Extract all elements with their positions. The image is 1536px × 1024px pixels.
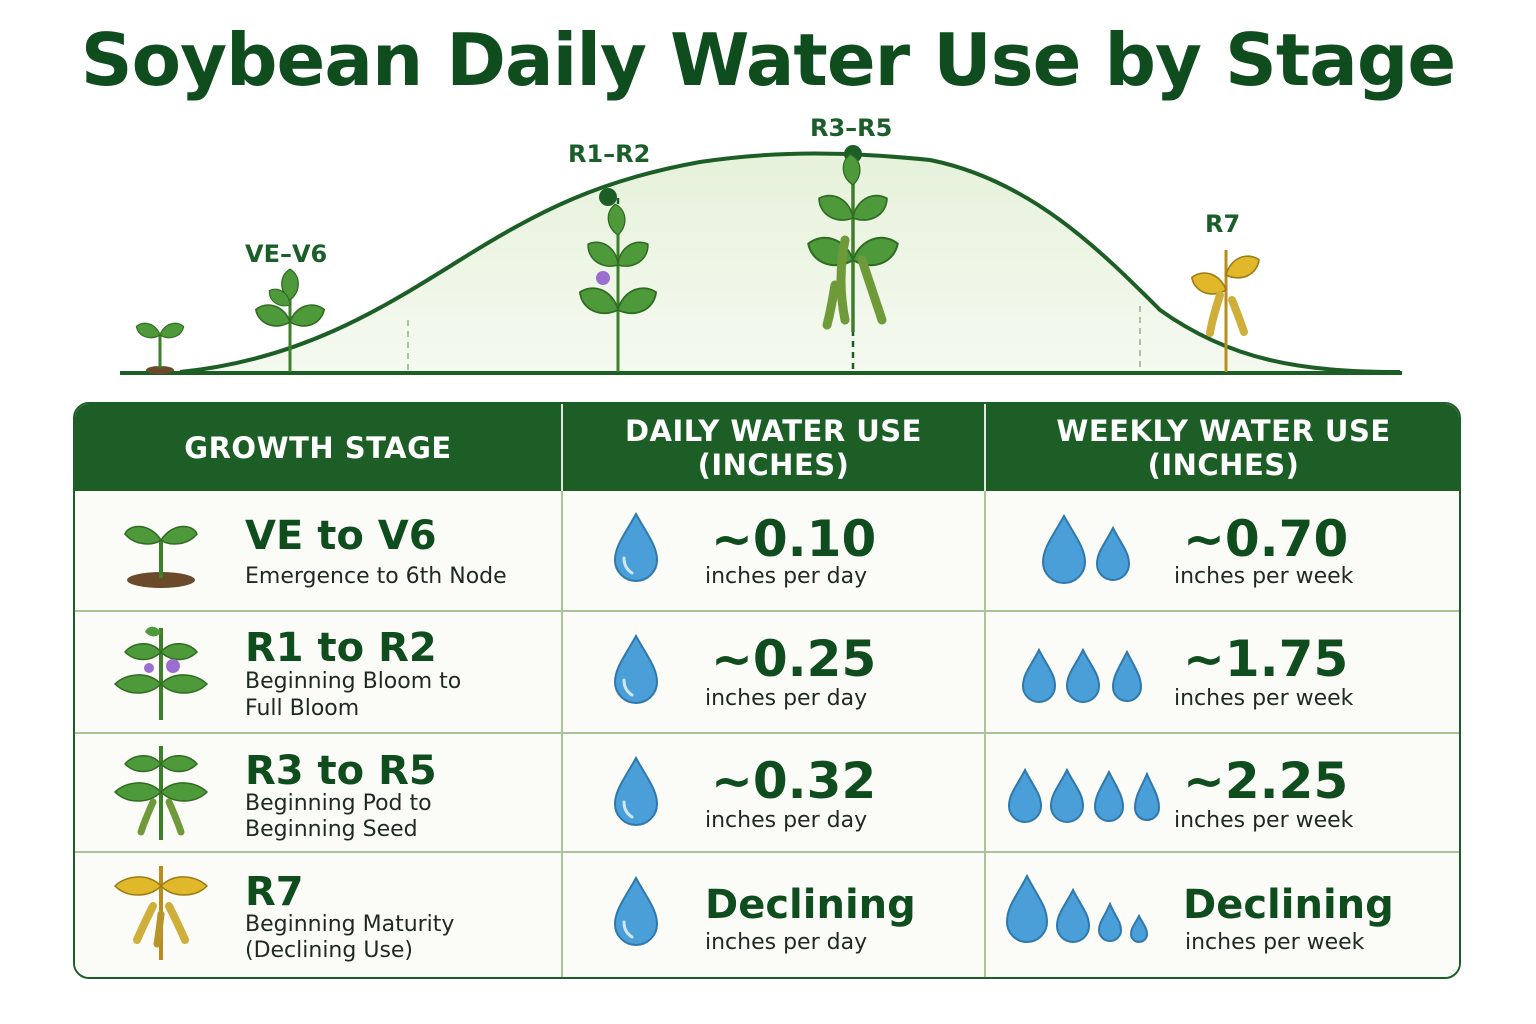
stage-description: Full Bloom: [245, 696, 360, 721]
weekly-unit: inches per week: [1174, 808, 1354, 833]
r1-r2-plant-icon: [574, 202, 662, 372]
table-row: [75, 612, 1459, 734]
r7-plant-icon: [1187, 250, 1264, 372]
weekly-unit: inches per week: [1174, 564, 1354, 589]
water-drop-icon: [613, 876, 659, 946]
daily-value: ~0.10: [711, 510, 877, 568]
table-row: [75, 491, 1459, 612]
water-use-table: GROWTH STAGE DAILY WATER USE (INCHES) WE…: [73, 402, 1461, 979]
curve-label-r7: R7: [1205, 210, 1240, 238]
weekly-value: ~2.25: [1183, 752, 1349, 810]
daily-value: ~0.25: [711, 630, 877, 688]
water-drops-icon: [1007, 767, 1161, 823]
daily-unit: inches per day: [705, 808, 868, 833]
daily-value: ~0.32: [711, 752, 877, 810]
water-drop-icon: [613, 756, 659, 826]
curve-label-r3-r5: R3–R5: [810, 114, 892, 142]
table-row: [75, 853, 1459, 977]
water-drops-declining-icon: [1005, 874, 1149, 943]
header-growth-stage: GROWTH STAGE: [184, 430, 452, 465]
marker-r1-r2: [599, 188, 617, 206]
table-row: [75, 734, 1459, 853]
stage-name: R3 to R5: [245, 748, 437, 794]
weekly-value: ~1.75: [1183, 630, 1349, 688]
pod-plant-icon: [113, 746, 209, 840]
weekly-value: ~0.70: [1183, 510, 1349, 568]
water-use-curve: VE–V6 R1–R2 R3–R5 R7: [120, 114, 1402, 375]
stage-name: VE to V6: [245, 513, 437, 559]
water-drops-icon: [1041, 514, 1131, 584]
water-drop-icon: [613, 634, 659, 704]
curve-line: [179, 151, 1401, 374]
ve-v6-plant-icon: [251, 268, 329, 372]
table-header: GROWTH STAGE DAILY WATER USE (INCHES) WE…: [75, 404, 1459, 491]
flowering-plant-icon: [113, 626, 209, 720]
page-title: Soybean Daily Water Use by Stage: [80, 18, 1457, 102]
water-drops-icon: [1021, 647, 1143, 703]
stage-description: Beginning Maturity: [245, 912, 455, 937]
daily-unit: inches per day: [705, 686, 868, 711]
weekly-unit: inches per week: [1174, 686, 1354, 711]
stage-name: R1 to R2: [245, 625, 437, 671]
weekly-unit: inches per week: [1185, 930, 1365, 955]
weekly-value: Declining: [1183, 882, 1394, 928]
daily-unit: inches per day: [705, 930, 868, 955]
stage-description: Beginning Bloom to: [245, 669, 462, 694]
stage-description: (Declining Use): [245, 938, 414, 963]
stage-name: R7: [245, 869, 304, 915]
stage-description: Beginning Seed: [245, 817, 418, 842]
curve-label-ve-v6: VE–V6: [245, 240, 327, 268]
curve-label-r1-r2: R1–R2: [568, 140, 650, 168]
header-weekly-water-use: WEEKLY WATER USE (INCHES): [1056, 413, 1391, 482]
stage-description: Beginning Pod to: [245, 791, 432, 816]
daily-value: Declining: [705, 882, 916, 928]
header-daily-water-use: DAILY WATER USE (INCHES): [624, 413, 922, 482]
daily-unit: inches per day: [705, 564, 868, 589]
sprout-icon: [133, 319, 187, 374]
r3-r5-plant-icon: [802, 152, 904, 332]
curve-fill: [180, 153, 1400, 372]
mature-plant-icon: [113, 866, 209, 960]
seedling-icon: [124, 525, 198, 588]
water-drop-icon: [613, 512, 659, 582]
stage-description: Emergence to 6th Node: [245, 564, 507, 589]
